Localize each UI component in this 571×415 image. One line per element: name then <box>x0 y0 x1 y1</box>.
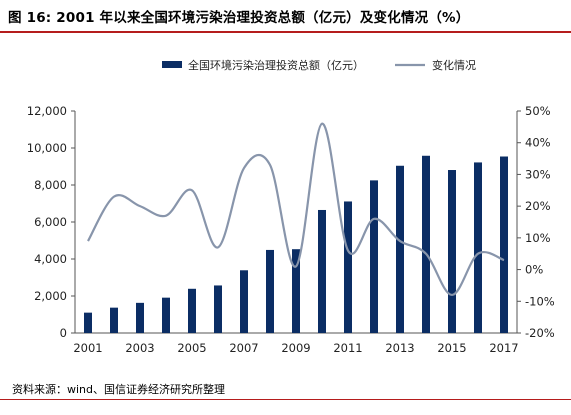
bar <box>110 307 118 333</box>
x-axis-tick-label: 2009 <box>281 341 310 355</box>
bar <box>136 302 144 333</box>
left-axis-tick-label: 12,000 <box>27 104 67 118</box>
right-axis-tick-label: 50% <box>525 104 551 118</box>
legend-swatch-bars <box>162 61 182 68</box>
bar <box>370 180 378 333</box>
x-axis-tick-label: 2007 <box>229 341 258 355</box>
bar <box>292 249 300 333</box>
left-axis-tick-label: 0 <box>60 326 67 340</box>
source-note: 资料来源：wind、国信证券经济研究所整理 <box>12 383 226 396</box>
bar <box>214 285 222 333</box>
combo-chart: 0 2,000 4,000 6,000 8,000 10,000 12,000 -20% -10… <box>27 58 555 355</box>
bar <box>474 162 482 333</box>
source-divider <box>0 399 571 400</box>
bar <box>188 288 196 333</box>
x-axis-tick-label: 2005 <box>177 341 206 355</box>
x-axis-tick-label: 2011 <box>333 341 362 355</box>
left-axis-tick-label: 2,000 <box>34 289 67 303</box>
left-axis-tick-label: 10,000 <box>27 141 67 155</box>
series-line-change-rate <box>87 122 505 297</box>
right-axis-tick-label: 30% <box>525 167 551 181</box>
x-axis-tick-label: 2015 <box>437 341 466 355</box>
bar <box>344 201 352 333</box>
right-axis-tick-label: 0% <box>525 263 543 277</box>
bar <box>422 155 430 333</box>
x-axis-tick-label: 2001 <box>73 341 102 355</box>
legend-label-bars: 全国环境污染治理投资总额（亿元） <box>188 58 364 72</box>
bar <box>448 170 456 333</box>
left-axis-tick-label: 8,000 <box>34 178 67 192</box>
x-axis-tick-label: 2013 <box>385 341 414 355</box>
bar <box>396 165 404 333</box>
right-axis-tick-label: 40% <box>525 136 551 150</box>
bar <box>84 312 92 333</box>
legend-label-line: 变化情况 <box>432 58 476 72</box>
title-divider <box>0 31 571 33</box>
bar <box>318 209 326 333</box>
x-axis-tick-label: 2017 <box>489 341 518 355</box>
right-axis-tick-label: 20% <box>525 199 551 213</box>
bar <box>500 156 508 333</box>
x-axis-tick-label: 2003 <box>125 341 154 355</box>
left-axis-tick-label: 4,000 <box>34 252 67 266</box>
bar <box>240 270 248 333</box>
right-axis-tick-label: 10% <box>525 231 551 245</box>
figure-title: 图 16: 2001 年以来全国环境污染治理投资总额（亿元）及变化情况（%） <box>8 10 470 26</box>
right-axis-tick-label: -20% <box>525 326 555 340</box>
left-axis-tick-label: 6,000 <box>34 215 67 229</box>
bar <box>162 297 170 333</box>
bar <box>266 249 274 333</box>
right-axis-tick-label: -10% <box>525 294 555 308</box>
